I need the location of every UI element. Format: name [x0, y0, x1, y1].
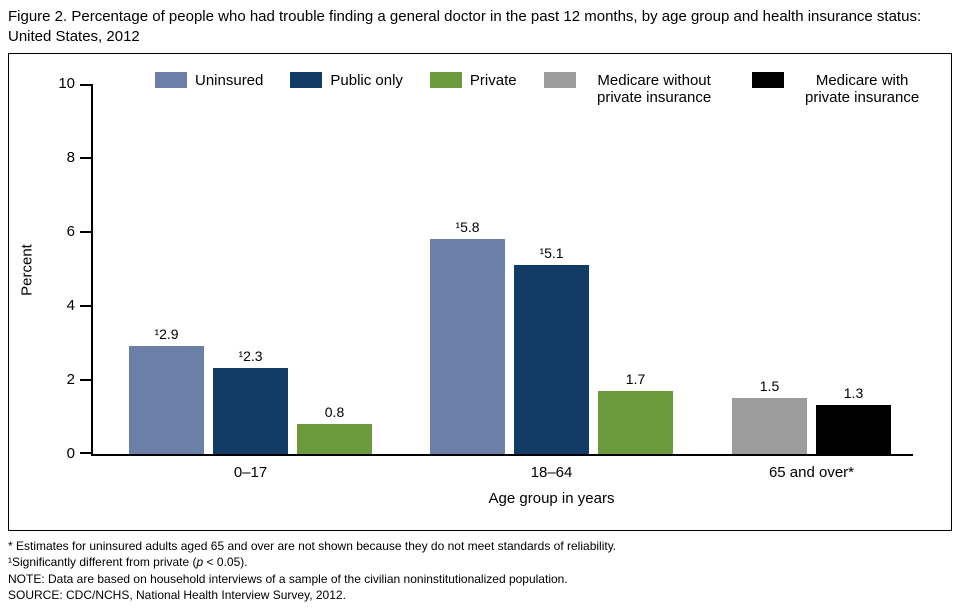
- legend-label: Uninsured: [195, 71, 264, 89]
- y-tick-label: 4: [66, 296, 75, 314]
- footnotes: * Estimates for uninsured adults aged 65…: [8, 538, 952, 604]
- footnote-significance-p: p: [196, 555, 204, 570]
- bar-medicare-with-private-insurance: 1.3: [816, 385, 891, 454]
- legend-label: Medicare without private insurance: [596, 71, 712, 106]
- legend-swatch: [155, 71, 187, 88]
- legend-label: Public only: [330, 71, 403, 89]
- chart-frame: Uninsured Public only Private Medicare with…: [8, 52, 952, 531]
- legend-swatch: [429, 71, 462, 88]
- bar-public-only: ¹5.1: [514, 245, 589, 454]
- footnote-significance: ¹Significantly different from private (p…: [8, 554, 952, 571]
- legend-item: Uninsured: [155, 71, 264, 106]
- legend-label: Medicare with private insurance: [804, 71, 920, 106]
- y-tick-labels: 0 2 4 6 8 10: [45, 75, 91, 462]
- bar-value-label: ¹5.1: [539, 244, 564, 261]
- x-category-label: 65 and over*: [768, 463, 855, 481]
- x-axis-title: Age group in years: [488, 489, 615, 507]
- legend-swatch: [543, 71, 576, 88]
- bar-private: 1.7: [598, 371, 673, 454]
- bar-value-label: 1.5: [759, 378, 780, 394]
- legend-item: Medicare without private insurance: [543, 71, 725, 106]
- bar-value-label: ¹5.8: [455, 218, 480, 235]
- legend-swatch: [751, 71, 784, 88]
- legend-swatch: [290, 71, 323, 88]
- x-category-label: 18–64: [530, 463, 573, 481]
- y-axis-title-column: Percent: [9, 84, 45, 456]
- y-tick-mark: [80, 378, 91, 381]
- y-tick-mark: [80, 230, 91, 233]
- bar-uninsured: ¹2.9: [129, 326, 204, 454]
- bar-group: ¹2.9 ¹2.3 0.8: [129, 326, 372, 454]
- footnote-note: NOTE: Data are based on household interv…: [8, 571, 568, 586]
- x-category-label: 0–17: [233, 463, 268, 481]
- footnote-reliability: * Estimates for uninsured adults aged 65…: [8, 538, 617, 553]
- legend: Uninsured Public only Private Medicare with…: [155, 71, 933, 106]
- bar-private: 0.8: [297, 404, 372, 454]
- bar-value-label: 1.7: [625, 370, 646, 387]
- figure-title: Figure 2. Percentage of people who had t…: [8, 8, 922, 46]
- bar-value-label: ¹2.9: [154, 326, 179, 343]
- plot-row: Percent 0 2 4 6 8 10 Age group in years ¹2.9 ¹…: [9, 75, 951, 507]
- y-tick-label: 8: [66, 148, 75, 166]
- footnote-significance-tail: < 0.05).: [203, 555, 248, 570]
- bar-value-label: 1.3: [843, 385, 864, 402]
- footnote-source: SOURCE: CDC/NCHS, National Health Interv…: [8, 588, 346, 603]
- y-tick-mark: [80, 304, 91, 307]
- bar-value-label: 0.8: [324, 403, 345, 420]
- bar-group: ¹5.8 ¹5.1 1.7: [430, 219, 673, 454]
- y-tick-label: 0: [66, 444, 75, 462]
- legend-item: Private: [429, 71, 517, 106]
- plot-area: Age group in years ¹2.9 ¹2.3 0.8 0–17 ¹5.8 ¹5…: [80, 83, 913, 507]
- legend-label: Private: [469, 71, 517, 89]
- bar-public-only: ¹2.3: [213, 348, 288, 454]
- y-tick-mark: [80, 83, 91, 86]
- y-tick-label: 6: [66, 222, 75, 240]
- y-tick-mark: [80, 156, 91, 159]
- bar-medicare-without-private-insurance: 1.5: [732, 378, 807, 454]
- y-tick-label: 2: [66, 370, 75, 388]
- bar-value-label: ¹2.3: [238, 348, 263, 365]
- bar-group: 1.5 1.3: [732, 378, 891, 454]
- y-tick-mark: [80, 451, 91, 454]
- legend-item: Medicare with private insurance: [751, 71, 933, 106]
- legend-item: Public only: [290, 71, 403, 106]
- y-axis-title: Percent: [18, 243, 36, 296]
- bar-uninsured: ¹5.8: [430, 219, 505, 454]
- footnote-significance-text: ¹Significantly different from private (: [8, 555, 197, 570]
- y-tick-label: 10: [58, 74, 75, 92]
